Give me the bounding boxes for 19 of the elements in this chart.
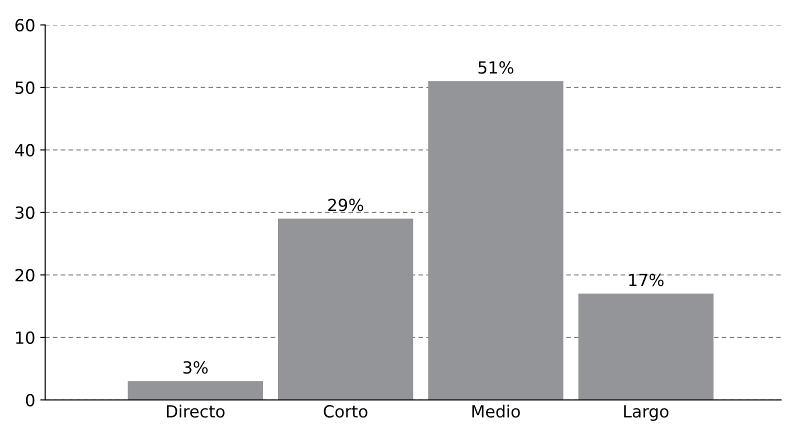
y-tick-label: 10 [16, 331, 34, 344]
y-tick-label: 30 [16, 206, 34, 219]
x-tick-label: Corto [324, 405, 368, 418]
x-tick-label: Largo [624, 405, 668, 421]
y-tick-label: 20 [15, 268, 34, 282]
data-label: 29% [328, 198, 364, 212]
x-tick-label: Directo [166, 404, 225, 418]
y-tick-label: 60 [15, 18, 34, 32]
data-label: 3% [183, 361, 208, 374]
bar [428, 81, 564, 400]
bar [278, 218, 414, 400]
bar [128, 381, 263, 400]
x-tick-label: Medio [472, 404, 520, 418]
data-label: 17% [629, 274, 664, 286]
y-tick-label: 0 [26, 394, 34, 406]
data-label: 51% [478, 61, 514, 74]
y-tick-label: 50 [16, 81, 34, 94]
bar [578, 294, 714, 400]
y-tick-label: 40 [15, 144, 34, 156]
